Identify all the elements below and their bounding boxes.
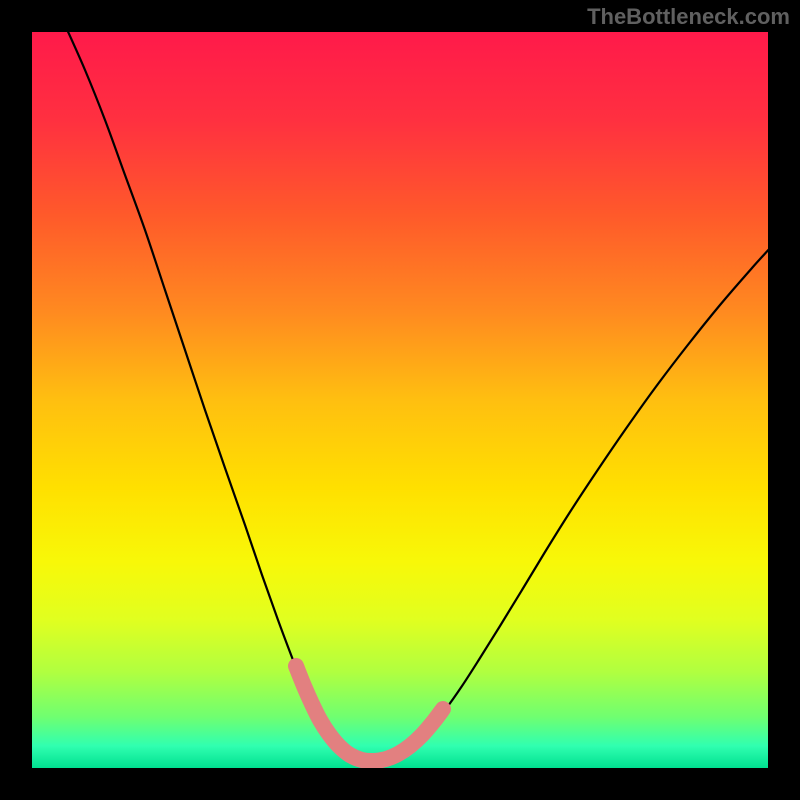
watermark-text: TheBottleneck.com (587, 4, 790, 30)
bottleneck-chart (0, 0, 800, 800)
gradient-background (32, 32, 768, 768)
chart-container: TheBottleneck.com (0, 0, 800, 800)
